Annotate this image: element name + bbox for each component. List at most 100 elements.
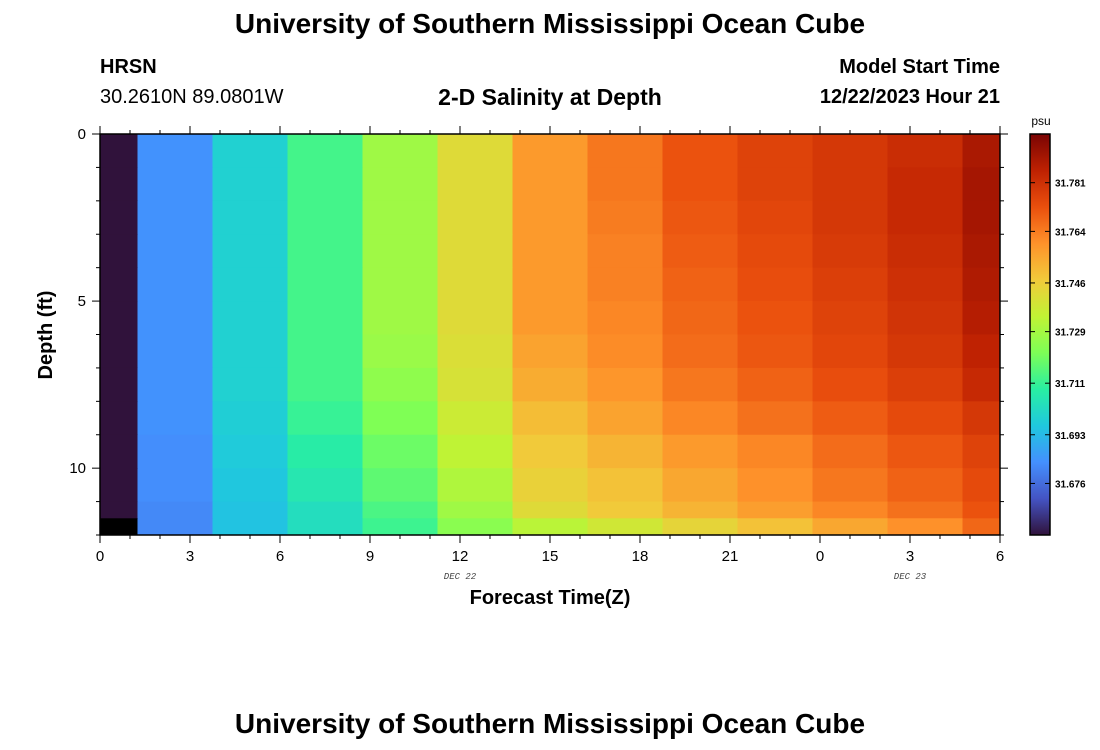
- heatmap-cell: [137, 267, 213, 302]
- x-tick-label: 0: [816, 548, 824, 565]
- heatmap-cell: [887, 501, 963, 519]
- x-date-label: DEC 23: [894, 572, 927, 582]
- heatmap-cell: [737, 301, 813, 335]
- heatmap-cell: [812, 518, 888, 536]
- heatmap-cell: [362, 518, 438, 536]
- model-start-label: Model Start Time: [839, 56, 1000, 78]
- heatmap-cell: [962, 200, 1001, 235]
- heatmap-cell: [662, 434, 738, 469]
- heatmap-cell: [962, 167, 1001, 202]
- heatmap-cell: [362, 200, 438, 235]
- heatmap-cell: [100, 167, 138, 202]
- x-axis-title: Forecast Time(Z): [470, 587, 631, 609]
- heatmap-cell: [512, 234, 588, 269]
- heatmap-cell: [812, 167, 888, 202]
- heatmap-cell: [962, 501, 1001, 519]
- heatmap-cell: [737, 501, 813, 519]
- x-date-label: DEC 22: [444, 572, 477, 582]
- colorbar-tick-label: 31.729: [1055, 328, 1086, 339]
- heatmap-cell: [362, 434, 438, 469]
- heatmap-cell: [212, 301, 288, 335]
- heatmap-cell: [812, 200, 888, 235]
- x-tick-label: 6: [276, 548, 284, 565]
- heatmap-cell: [287, 267, 363, 302]
- heatmap-cell: [662, 134, 738, 168]
- heatmap-cell: [137, 468, 213, 503]
- heatmap-cell: [887, 334, 963, 369]
- x-tick-label: 15: [542, 548, 559, 565]
- heatmap-cell: [212, 334, 288, 369]
- heatmap-cell: [962, 468, 1001, 503]
- heatmap-cell: [137, 167, 213, 202]
- heatmap-cell: [962, 267, 1001, 302]
- heatmap-cell: [812, 468, 888, 503]
- model-start-value: 12/22/2023 Hour 21: [819, 86, 1000, 108]
- heatmap-cell: [587, 518, 663, 536]
- heatmap-cell: [962, 434, 1001, 469]
- heatmap-cell: [437, 367, 513, 402]
- heatmap-cell: [287, 234, 363, 269]
- heatmap-cell: [587, 501, 663, 519]
- heatmap-cell: [212, 234, 288, 269]
- heatmap-cell: [662, 501, 738, 519]
- heatmap-cell: [100, 434, 138, 469]
- heatmap-cell: [512, 134, 588, 168]
- x-tick-label: 9: [366, 548, 374, 565]
- heatmap-cell: [587, 468, 663, 503]
- heatmap-cell: [100, 267, 138, 302]
- colorbar-gradient: [1029, 133, 1051, 536]
- heatmap-cell: [887, 200, 963, 235]
- heatmap-cell: [362, 401, 438, 436]
- heatmap-cell: [437, 518, 513, 536]
- colorbar-tick-label: 31.711: [1055, 379, 1085, 390]
- x-tick-label: 3: [906, 548, 914, 565]
- heatmap-cell: [737, 134, 813, 168]
- heatmap-cell: [737, 367, 813, 402]
- heatmap-cell: [437, 468, 513, 503]
- heatmap-cell: [512, 501, 588, 519]
- heatmap-cell: [587, 401, 663, 436]
- heatmap-cell: [512, 334, 588, 369]
- heatmap-cell: [100, 134, 138, 168]
- heatmap-cell: [287, 468, 363, 503]
- heatmap-cell: [737, 434, 813, 469]
- heatmap-cell: [287, 134, 363, 168]
- heatmap-cell: [287, 367, 363, 402]
- heatmap-cell: [737, 401, 813, 436]
- heatmap-cell: [812, 267, 888, 302]
- station-name: HRSN: [100, 56, 157, 78]
- heatmap-cell: [737, 234, 813, 269]
- heatmap-cell: [362, 167, 438, 202]
- colorbar-tick-label: 31.676: [1055, 479, 1086, 490]
- heatmap-cell: [137, 434, 213, 469]
- heatmap-cell: [512, 468, 588, 503]
- heatmap-cell: [437, 301, 513, 335]
- heatmap-cell: [100, 501, 138, 519]
- heatmap-cell: [662, 367, 738, 402]
- heatmap-cell: [437, 401, 513, 436]
- heatmap-cell: [662, 200, 738, 235]
- x-tick-label: 6: [996, 548, 1004, 565]
- heatmap-cell: [137, 234, 213, 269]
- y-axis-title: Depth (ft): [35, 291, 57, 380]
- heatmap-cell: [212, 167, 288, 202]
- heatmap-cell: [362, 501, 438, 519]
- heatmap-cell: [212, 134, 288, 168]
- heatmap-cell: [212, 501, 288, 519]
- heatmap-cell: [137, 501, 213, 519]
- heatmap-cell: [737, 200, 813, 235]
- heatmap-cell: [812, 334, 888, 369]
- heatmap-cell: [512, 434, 588, 469]
- heatmap-cell: [362, 134, 438, 168]
- page-title-bottom: University of Southern Mississippi Ocean…: [234, 708, 866, 739]
- y-tick-label: 10: [69, 460, 86, 477]
- heatmap-cell: [662, 234, 738, 269]
- y-axis: 0 5 10: [69, 126, 1008, 536]
- heatmap-cell: [737, 518, 813, 536]
- heatmap-cell: [962, 401, 1001, 436]
- heatmap-cell: [887, 518, 963, 536]
- heatmap-cell: [287, 167, 363, 202]
- heatmap-cell: [287, 200, 363, 235]
- heatmap-cell: [812, 434, 888, 469]
